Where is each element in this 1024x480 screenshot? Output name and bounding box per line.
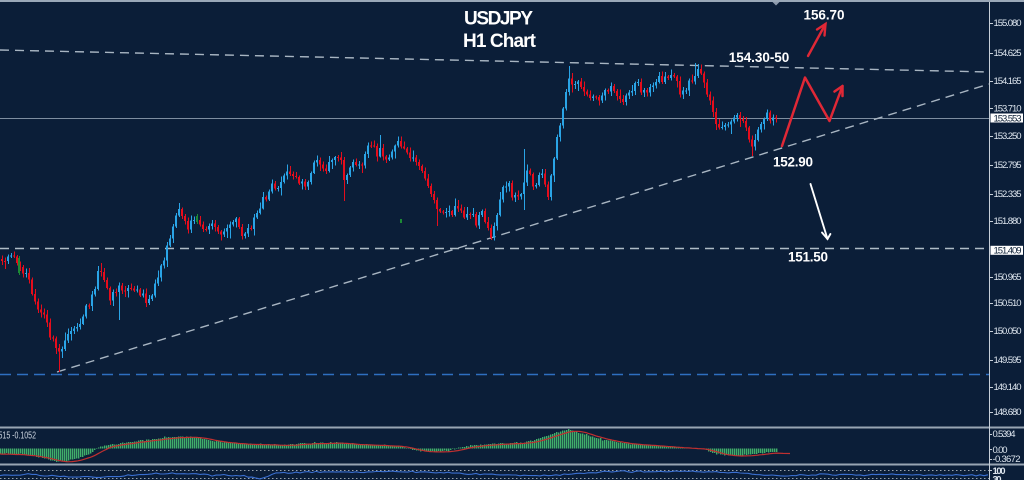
svg-text:0.00: 0.00 (993, 445, 1008, 456)
svg-text:150.510: 150.510 (994, 298, 1022, 309)
svg-text:154.165: 154.165 (994, 76, 1022, 87)
svg-text:154.625: 154.625 (994, 48, 1022, 59)
svg-text:148.680: 148.680 (994, 407, 1022, 418)
svg-text:150.965: 150.965 (994, 272, 1022, 283)
svg-text:154.30-50: 154.30-50 (729, 50, 790, 65)
svg-text:151.880: 151.880 (994, 216, 1022, 227)
svg-text:153.250: 153.250 (994, 131, 1022, 142)
svg-text:151.50: 151.50 (788, 250, 828, 265)
svg-text:156.70: 156.70 (804, 8, 845, 23)
svg-text:149.595: 149.595 (994, 355, 1022, 366)
svg-text:151.409: 151.409 (994, 246, 1022, 257)
svg-text:152.90: 152.90 (773, 155, 813, 170)
svg-text:H1 Chart: H1 Chart (463, 31, 537, 52)
svg-text:152.795: 152.795 (994, 160, 1022, 171)
svg-text:0.5394: 0.5394 (993, 429, 1016, 440)
svg-text:153.553: 153.553 (994, 113, 1022, 124)
svg-text:USDJPY: USDJPY (464, 9, 533, 30)
svg-text:30: 30 (993, 475, 1002, 480)
svg-text:-0.3672: -0.3672 (993, 454, 1021, 465)
svg-text:515 -0.1052: 515 -0.1052 (0, 431, 36, 442)
svg-text:149.140: 149.140 (994, 382, 1022, 393)
svg-text:153.710: 153.710 (994, 103, 1022, 114)
svg-text:152.335: 152.335 (994, 189, 1022, 200)
svg-text:155.080: 155.080 (994, 18, 1022, 29)
svg-text:100: 100 (993, 466, 1006, 477)
svg-text:150.050: 150.050 (994, 326, 1022, 337)
